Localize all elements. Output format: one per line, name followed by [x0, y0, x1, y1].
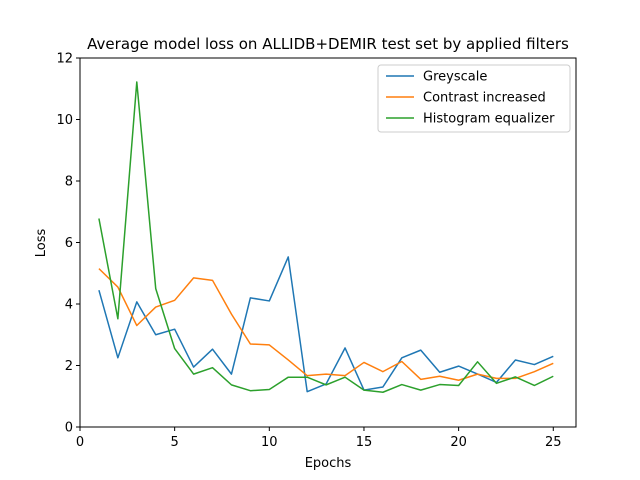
y-tick-label: 4	[65, 298, 73, 313]
legend: Greyscale Contrast increased Histogram equ…	[377, 64, 571, 133]
y-tick-label: 2	[65, 359, 73, 374]
series-line-3	[98, 81, 554, 393]
y-axis-label: Loss	[34, 229, 49, 258]
legend-label-3: Histogram equalizer	[423, 112, 555, 127]
y-tick-label: 8	[65, 175, 73, 190]
x-tick-label: 15	[356, 435, 373, 450]
legend-box	[377, 64, 571, 133]
x-tick-label: 0	[76, 435, 84, 450]
y-tick-label: 10	[56, 113, 73, 128]
x-tick-label: 5	[171, 435, 179, 450]
x-tick-label: 20	[450, 435, 467, 450]
x-tick-label: 25	[545, 435, 562, 450]
y-tick-label: 0	[65, 421, 73, 436]
legend-label-2: Contrast increased	[423, 91, 546, 106]
y-tick-label: 6	[65, 236, 73, 251]
x-tick-label: 10	[261, 435, 278, 450]
legend-label-1: Greyscale	[423, 70, 487, 85]
x-axis-label: Epochs	[305, 456, 352, 471]
series-line-2	[98, 268, 554, 382]
series-layer	[98, 81, 554, 393]
axes-layer: 0 5 10 15 20 25 0 2 4 6 8 10 12	[56, 52, 577, 450]
chart-title: Average model loss on ALLIDB+DEMIR test …	[87, 35, 569, 53]
y-tick-label: 12	[56, 52, 73, 67]
